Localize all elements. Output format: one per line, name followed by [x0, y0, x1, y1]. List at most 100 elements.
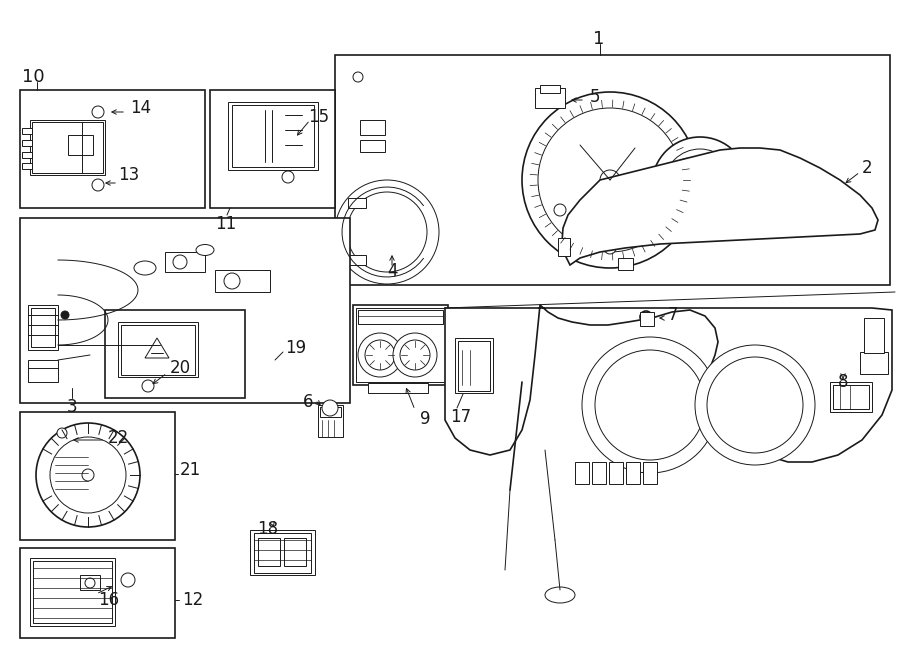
- Circle shape: [365, 340, 395, 370]
- Text: 4: 4: [387, 262, 397, 280]
- Bar: [643, 462, 657, 484]
- Circle shape: [400, 340, 430, 370]
- Circle shape: [604, 242, 616, 254]
- Bar: [121, 325, 195, 375]
- Circle shape: [57, 428, 67, 438]
- Bar: [864, 318, 884, 353]
- Circle shape: [600, 170, 620, 190]
- Circle shape: [652, 137, 748, 233]
- Polygon shape: [345, 200, 430, 268]
- Bar: [28, 360, 58, 382]
- Circle shape: [707, 357, 803, 453]
- Bar: [68, 135, 93, 155]
- Bar: [368, 383, 428, 393]
- Bar: [535, 88, 565, 108]
- Bar: [32, 122, 103, 173]
- Circle shape: [50, 437, 126, 513]
- Bar: [860, 352, 888, 374]
- Bar: [250, 530, 315, 575]
- Text: 11: 11: [215, 215, 236, 233]
- Circle shape: [353, 72, 363, 82]
- Bar: [118, 322, 198, 377]
- Text: 1: 1: [593, 30, 605, 48]
- Bar: [33, 561, 112, 623]
- Bar: [626, 462, 640, 484]
- Bar: [320, 407, 341, 417]
- Bar: [833, 385, 869, 409]
- Text: 13: 13: [118, 166, 140, 184]
- Text: 6: 6: [302, 393, 313, 411]
- Bar: [348, 198, 366, 208]
- Circle shape: [538, 108, 682, 252]
- Circle shape: [335, 180, 439, 284]
- Circle shape: [595, 350, 705, 460]
- Bar: [22, 128, 32, 134]
- Text: 8: 8: [838, 373, 848, 391]
- Bar: [20, 412, 175, 540]
- Bar: [210, 90, 335, 208]
- Circle shape: [121, 573, 135, 587]
- Circle shape: [692, 177, 708, 193]
- Circle shape: [82, 469, 94, 481]
- Circle shape: [92, 106, 104, 118]
- Bar: [228, 102, 318, 170]
- Text: 14: 14: [130, 99, 151, 117]
- Bar: [348, 255, 366, 265]
- Bar: [558, 238, 570, 256]
- Bar: [232, 105, 314, 167]
- Circle shape: [322, 400, 338, 416]
- Text: 17: 17: [450, 408, 471, 426]
- Text: 5: 5: [590, 88, 600, 106]
- Bar: [215, 270, 270, 292]
- Bar: [80, 575, 100, 590]
- Ellipse shape: [134, 261, 156, 275]
- Circle shape: [224, 273, 240, 289]
- Text: 21: 21: [180, 461, 202, 479]
- Text: 20: 20: [170, 359, 191, 377]
- Circle shape: [92, 179, 104, 191]
- Text: 19: 19: [285, 339, 306, 357]
- Text: 2: 2: [862, 159, 873, 177]
- Circle shape: [173, 255, 187, 269]
- Text: 3: 3: [67, 398, 77, 416]
- Bar: [618, 258, 633, 270]
- Text: 9: 9: [420, 410, 430, 428]
- Text: 16: 16: [98, 591, 119, 609]
- Circle shape: [695, 345, 815, 465]
- Circle shape: [85, 578, 95, 588]
- Bar: [22, 152, 32, 158]
- Circle shape: [554, 204, 566, 216]
- Circle shape: [522, 92, 698, 268]
- Bar: [31, 308, 55, 347]
- Polygon shape: [145, 338, 169, 358]
- Bar: [20, 218, 350, 403]
- Circle shape: [36, 423, 140, 527]
- Bar: [20, 548, 175, 638]
- Circle shape: [640, 311, 652, 323]
- Bar: [540, 85, 560, 93]
- Bar: [22, 163, 32, 169]
- Bar: [30, 558, 115, 626]
- Polygon shape: [445, 305, 892, 462]
- Bar: [335, 55, 890, 285]
- Bar: [575, 462, 589, 484]
- Ellipse shape: [196, 245, 214, 256]
- Bar: [254, 533, 311, 573]
- Circle shape: [664, 149, 736, 221]
- Text: 18: 18: [257, 520, 279, 538]
- Bar: [258, 538, 280, 566]
- Bar: [20, 90, 205, 208]
- Bar: [318, 405, 343, 437]
- Circle shape: [61, 311, 69, 319]
- Circle shape: [347, 192, 427, 272]
- Circle shape: [282, 171, 294, 183]
- Text: 22: 22: [108, 429, 130, 447]
- Bar: [353, 305, 448, 385]
- Bar: [830, 382, 872, 412]
- Bar: [284, 538, 306, 566]
- Bar: [455, 338, 493, 393]
- Bar: [360, 120, 385, 135]
- Text: 12: 12: [182, 591, 203, 609]
- Bar: [105, 310, 245, 398]
- Bar: [165, 252, 205, 272]
